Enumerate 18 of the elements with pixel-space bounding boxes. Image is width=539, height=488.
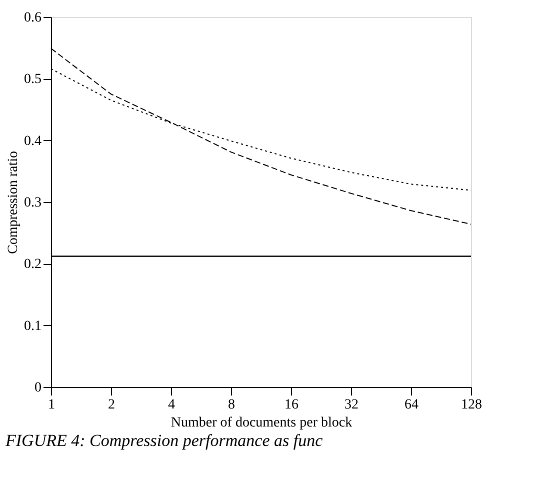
y-tick-label: 0.6 — [24, 10, 42, 26]
x-tick-label: 4 — [168, 398, 175, 412]
y-axis-title: Compression ratio — [6, 150, 21, 254]
y-tick-label: 0.5 — [24, 72, 42, 88]
x-tick-label: 32 — [344, 398, 358, 412]
y-tick-label: 0.4 — [24, 134, 42, 149]
x-tick-label: 64 — [404, 398, 418, 412]
x-tick-label: 2 — [108, 398, 115, 412]
y-tick-label: 0.1 — [24, 318, 42, 334]
y-tick-label: 0.2 — [24, 257, 42, 272]
y-tick-label: 0.3 — [24, 196, 42, 210]
x-tick-label: 1 — [48, 398, 55, 412]
x-axis-title: Number of documents per block — [170, 416, 352, 430]
x-tick-label: 8 — [228, 398, 235, 412]
caption: FIGURE 4: Compression performance as func — [4, 431, 324, 450]
x-tick-label: 16 — [284, 398, 298, 412]
x-tick-label: 128 — [461, 398, 482, 412]
y-tick-label: 0 — [34, 380, 42, 396]
